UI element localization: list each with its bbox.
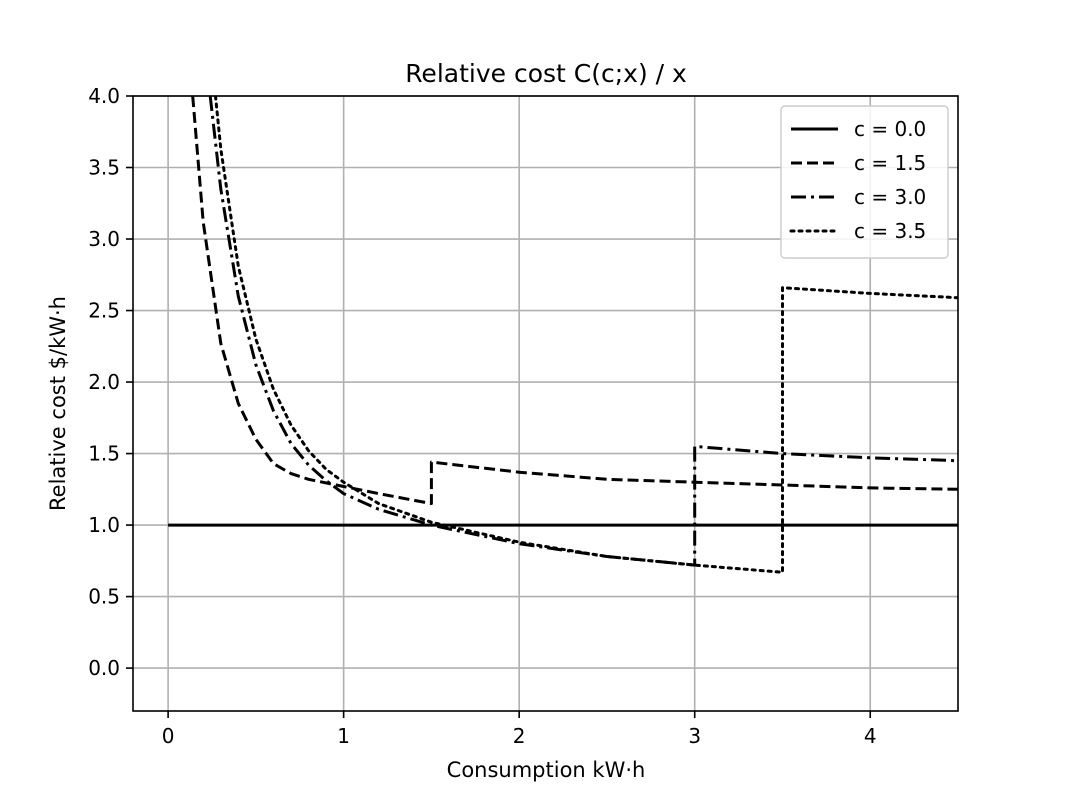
series-line-2 (208, 96, 958, 567)
chart-title: Relative cost C(c;x) / x (405, 59, 687, 88)
plot-series (168, 96, 958, 574)
y-tick-label: 0.0 (88, 656, 120, 680)
plot-frame (132, 95, 959, 712)
y-tick-label: 3.5 (88, 156, 120, 180)
series-line-3 (214, 96, 958, 574)
x-tick-label: 2 (513, 724, 526, 748)
axis-ticks: 0 1 2 3 4 0.0 0.5 1.0 1.5 2.0 2.5 3.0 3.5 4.0 (88, 84, 876, 748)
y-tick-label: 1.5 (88, 442, 120, 466)
y-tick-label: 1.0 (88, 513, 120, 537)
y-tick-label: 2.0 (88, 370, 120, 394)
y-axis-label: Relative cost $/kW·h (46, 296, 70, 511)
y-tick-label: 4.0 (88, 84, 120, 108)
x-tick-label: 0 (162, 724, 175, 748)
series-line-1 (191, 96, 958, 506)
x-tick-label: 3 (688, 724, 701, 748)
x-tick-label: 4 (864, 724, 877, 748)
legend-label-3: c = 3.5 (854, 219, 926, 243)
legend: c = 0.0 c = 1.5 c = 3.0 c = 3.5 (780, 105, 949, 259)
x-axis-label: Consumption kW·h (447, 758, 646, 782)
legend-label-2: c = 3.0 (854, 185, 926, 209)
x-tick-label: 1 (337, 724, 350, 748)
y-tick-label: 0.5 (88, 585, 120, 609)
y-tick-label: 3.0 (88, 227, 120, 251)
legend-label-1: c = 1.5 (854, 151, 926, 175)
legend-label-0: c = 0.0 (854, 117, 926, 141)
y-tick-label: 2.5 (88, 299, 120, 323)
legend-box (780, 105, 949, 259)
